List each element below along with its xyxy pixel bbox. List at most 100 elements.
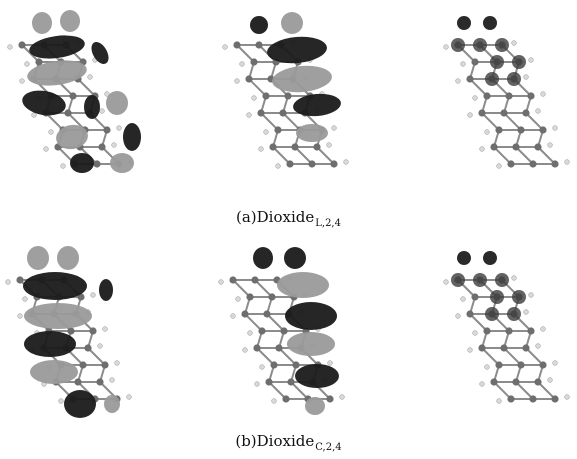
carbon-atom	[251, 276, 259, 284]
hydrogen-atom	[234, 78, 240, 84]
hydrogen-atom	[275, 163, 281, 169]
orbital-lobe-positive	[272, 65, 332, 93]
bond	[236, 44, 255, 63]
carbon-atom	[284, 92, 292, 100]
carbon-atom	[241, 310, 249, 318]
hydrogen-atom	[472, 95, 478, 101]
hydrogen-atom	[331, 125, 337, 131]
orbital-lobe-positive	[281, 12, 303, 34]
carbon-atom	[483, 327, 491, 335]
caption-a-label: (a)Dioxide	[236, 208, 315, 226]
hydrogen-atom	[17, 313, 23, 319]
carbon-atom	[308, 160, 316, 168]
spin-density-blob	[485, 72, 499, 86]
carbon-atom	[505, 327, 513, 335]
carbon-atom	[77, 293, 85, 301]
hydrogen-atom	[104, 91, 110, 97]
spin-density-blob	[507, 72, 521, 86]
hydrogen-atom	[116, 125, 122, 131]
orbital-lobe-negative	[24, 331, 76, 357]
orbital-lobe-negative	[99, 279, 113, 301]
carbon-atom	[67, 327, 75, 335]
carbon-atom	[275, 344, 283, 352]
orbital-lobe-positive	[32, 12, 52, 34]
hydrogen-atom	[472, 330, 478, 336]
carbon-atom	[258, 327, 266, 335]
caption-b: (b)DioxideC,2,4	[0, 432, 577, 453]
hydrogen-atom	[22, 296, 28, 302]
oxygen-density	[483, 16, 497, 30]
hydrogen-atom	[479, 381, 485, 387]
orbital-lobe-positive	[30, 360, 78, 384]
bond	[493, 146, 512, 165]
carbon-atom	[529, 160, 537, 168]
spin-density-blob	[490, 290, 504, 304]
hydrogen-atom	[535, 343, 541, 349]
carbon-atom	[103, 126, 111, 134]
hydrogen-atom	[263, 129, 269, 135]
carbon-atom	[64, 109, 72, 117]
carbon-atom	[551, 395, 559, 403]
bond	[266, 313, 285, 332]
figure-b-left-orbital	[5, 246, 132, 418]
carbon-atom	[517, 361, 525, 369]
carbon-atom	[534, 143, 542, 151]
orbital-lobe-negative	[123, 123, 141, 151]
carbon-atom	[16, 276, 24, 284]
bond	[248, 78, 267, 97]
caption-b-label: (b)Dioxide	[235, 432, 315, 450]
bond	[469, 313, 488, 332]
orbital-lobe-positive	[305, 397, 325, 415]
carbon-atom	[466, 310, 474, 318]
orbital-lobe-positive	[24, 303, 92, 329]
carbon-atom	[478, 109, 486, 117]
hydrogen-atom	[523, 309, 529, 315]
oxygen-density	[457, 16, 471, 30]
carbon-atom	[478, 344, 486, 352]
spin-density-blob	[495, 38, 509, 52]
oxygen-density	[483, 251, 497, 265]
carbon-atom	[274, 126, 282, 134]
carbon-atom	[539, 361, 547, 369]
hydrogen-atom	[58, 398, 64, 404]
carbon-atom	[292, 361, 300, 369]
bond	[244, 313, 263, 332]
bond	[515, 146, 534, 165]
carbon-atom	[517, 126, 525, 134]
hydrogen-atom	[24, 61, 30, 67]
bond	[87, 347, 106, 366]
carbon-atom	[490, 378, 498, 386]
hydrogen-atom	[467, 347, 473, 353]
hydrogen-atom	[540, 326, 546, 332]
hydrogen-atom	[114, 360, 120, 366]
orbital-lobe-positive	[110, 153, 134, 173]
hydrogen-atom	[99, 108, 105, 114]
carbon-atom	[500, 109, 508, 117]
orbital-lobe-negative	[29, 35, 85, 59]
hydrogen-atom	[31, 112, 37, 118]
spin-density-blob	[473, 38, 487, 52]
hydrogen-atom	[443, 44, 449, 50]
hydrogen-atom	[235, 296, 241, 302]
orbital-lobe-positive	[27, 60, 87, 86]
hydrogen-atom	[126, 394, 132, 400]
carbon-atom	[253, 344, 261, 352]
orbital-lobe-negative	[84, 95, 100, 119]
spin-density-blob	[495, 273, 509, 287]
hydrogen-atom	[564, 394, 570, 400]
carbon-atom	[35, 58, 43, 66]
orbital-lobe-positive	[277, 272, 329, 298]
hydrogen-atom	[259, 364, 265, 370]
figure-b-middle-orbital	[218, 247, 345, 415]
carbon-atom	[512, 378, 520, 386]
hydrogen-atom	[326, 142, 332, 148]
hydrogen-atom	[97, 343, 103, 349]
orbital-lobe-positive	[106, 91, 128, 115]
carbon-atom	[69, 92, 77, 100]
carbon-atom	[522, 344, 530, 352]
bond	[278, 347, 297, 366]
bond	[537, 381, 556, 400]
hydrogen-atom	[552, 125, 558, 131]
orbital-lobe-positive	[287, 332, 335, 356]
hydrogen-atom	[239, 61, 245, 67]
